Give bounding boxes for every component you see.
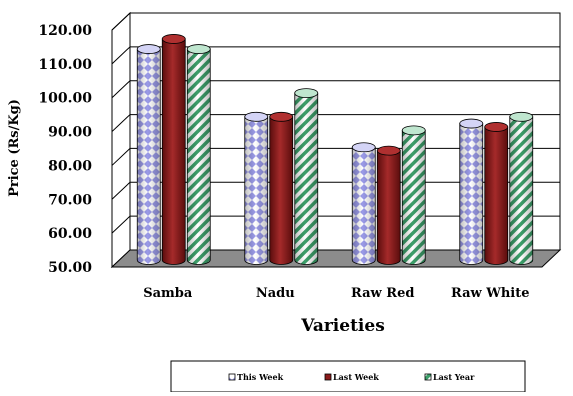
gridline	[111, 46, 560, 65]
bar	[136, 44, 161, 265]
bar-top	[509, 111, 534, 122]
legend: This Week Last Week Last Year	[170, 360, 526, 393]
y-tick-label: 120.00	[38, 23, 92, 39]
x-tick-label: Raw Red	[351, 286, 414, 301]
legend-item: This Week	[228, 372, 284, 382]
bar-shading	[402, 130, 426, 265]
x-tick-label: Nadu	[256, 286, 295, 301]
bars	[136, 34, 534, 265]
bar-top	[459, 118, 484, 129]
bar-top	[136, 44, 161, 54]
bar	[376, 145, 401, 265]
y-tick-label: 110.00	[38, 57, 92, 73]
legend-swatch	[228, 373, 236, 381]
bar-shading	[244, 116, 268, 265]
y-tick-label: 60.00	[48, 226, 92, 242]
x-axis-ticks: Samba Nadu Raw Red Raw White	[143, 286, 529, 301]
legend-label: Last Year	[433, 372, 475, 382]
bar-shading	[137, 49, 161, 265]
gridline	[111, 12, 560, 31]
chart-walls	[110, 11, 562, 269]
bar	[484, 122, 509, 265]
floor	[110, 249, 562, 268]
bar	[351, 142, 376, 265]
bar-top	[294, 88, 319, 98]
x-tick-label: Raw White	[451, 286, 530, 301]
bar-top	[351, 142, 376, 153]
x-axis-label: Varieties	[300, 316, 385, 336]
bar-body	[376, 150, 401, 265]
legend-label: This Week	[237, 372, 284, 382]
bar-top	[401, 125, 426, 136]
bar-shading	[294, 93, 318, 265]
bar-top	[244, 111, 269, 122]
legend-swatch	[424, 373, 432, 381]
bar	[269, 111, 294, 265]
bar-body	[269, 116, 294, 265]
bar-body	[484, 126, 509, 265]
legend-item: Last Week	[324, 372, 379, 382]
bar-top	[186, 44, 211, 54]
bar	[161, 34, 186, 265]
bar	[186, 44, 211, 265]
y-tick-label: 80.00	[48, 158, 92, 174]
bar-top	[376, 145, 401, 156]
y-tick-label: 100.00	[38, 91, 92, 107]
bar-top	[161, 34, 186, 44]
bar	[459, 118, 484, 265]
gridline	[111, 80, 560, 99]
y-tick-label: 70.00	[48, 192, 92, 208]
bar-body	[161, 38, 186, 265]
bar-shading	[459, 123, 483, 265]
bar	[244, 111, 269, 265]
side-wall	[111, 11, 131, 269]
bar-top	[269, 111, 294, 122]
bar-shading	[352, 147, 376, 265]
bar-shading	[187, 49, 211, 265]
legend-item: Last Year	[424, 372, 475, 382]
y-tick-label: 90.00	[48, 125, 92, 141]
bar	[509, 111, 534, 265]
y-tick-label: 50.00	[48, 260, 92, 276]
bar	[401, 125, 426, 265]
gridline	[111, 114, 560, 132]
legend-label: Last Week	[333, 372, 379, 382]
bar-top	[484, 122, 509, 132]
x-tick-label: Samba	[143, 286, 193, 301]
bar	[294, 88, 319, 265]
y-axis-ticks: 50.00 60.00 70.00 80.00 90.00 100.00 110.00 120…	[38, 23, 92, 276]
bar-shading	[509, 116, 533, 265]
y-axis-label: Price (Rs/Kg)	[7, 99, 22, 197]
legend-swatch	[324, 373, 332, 381]
